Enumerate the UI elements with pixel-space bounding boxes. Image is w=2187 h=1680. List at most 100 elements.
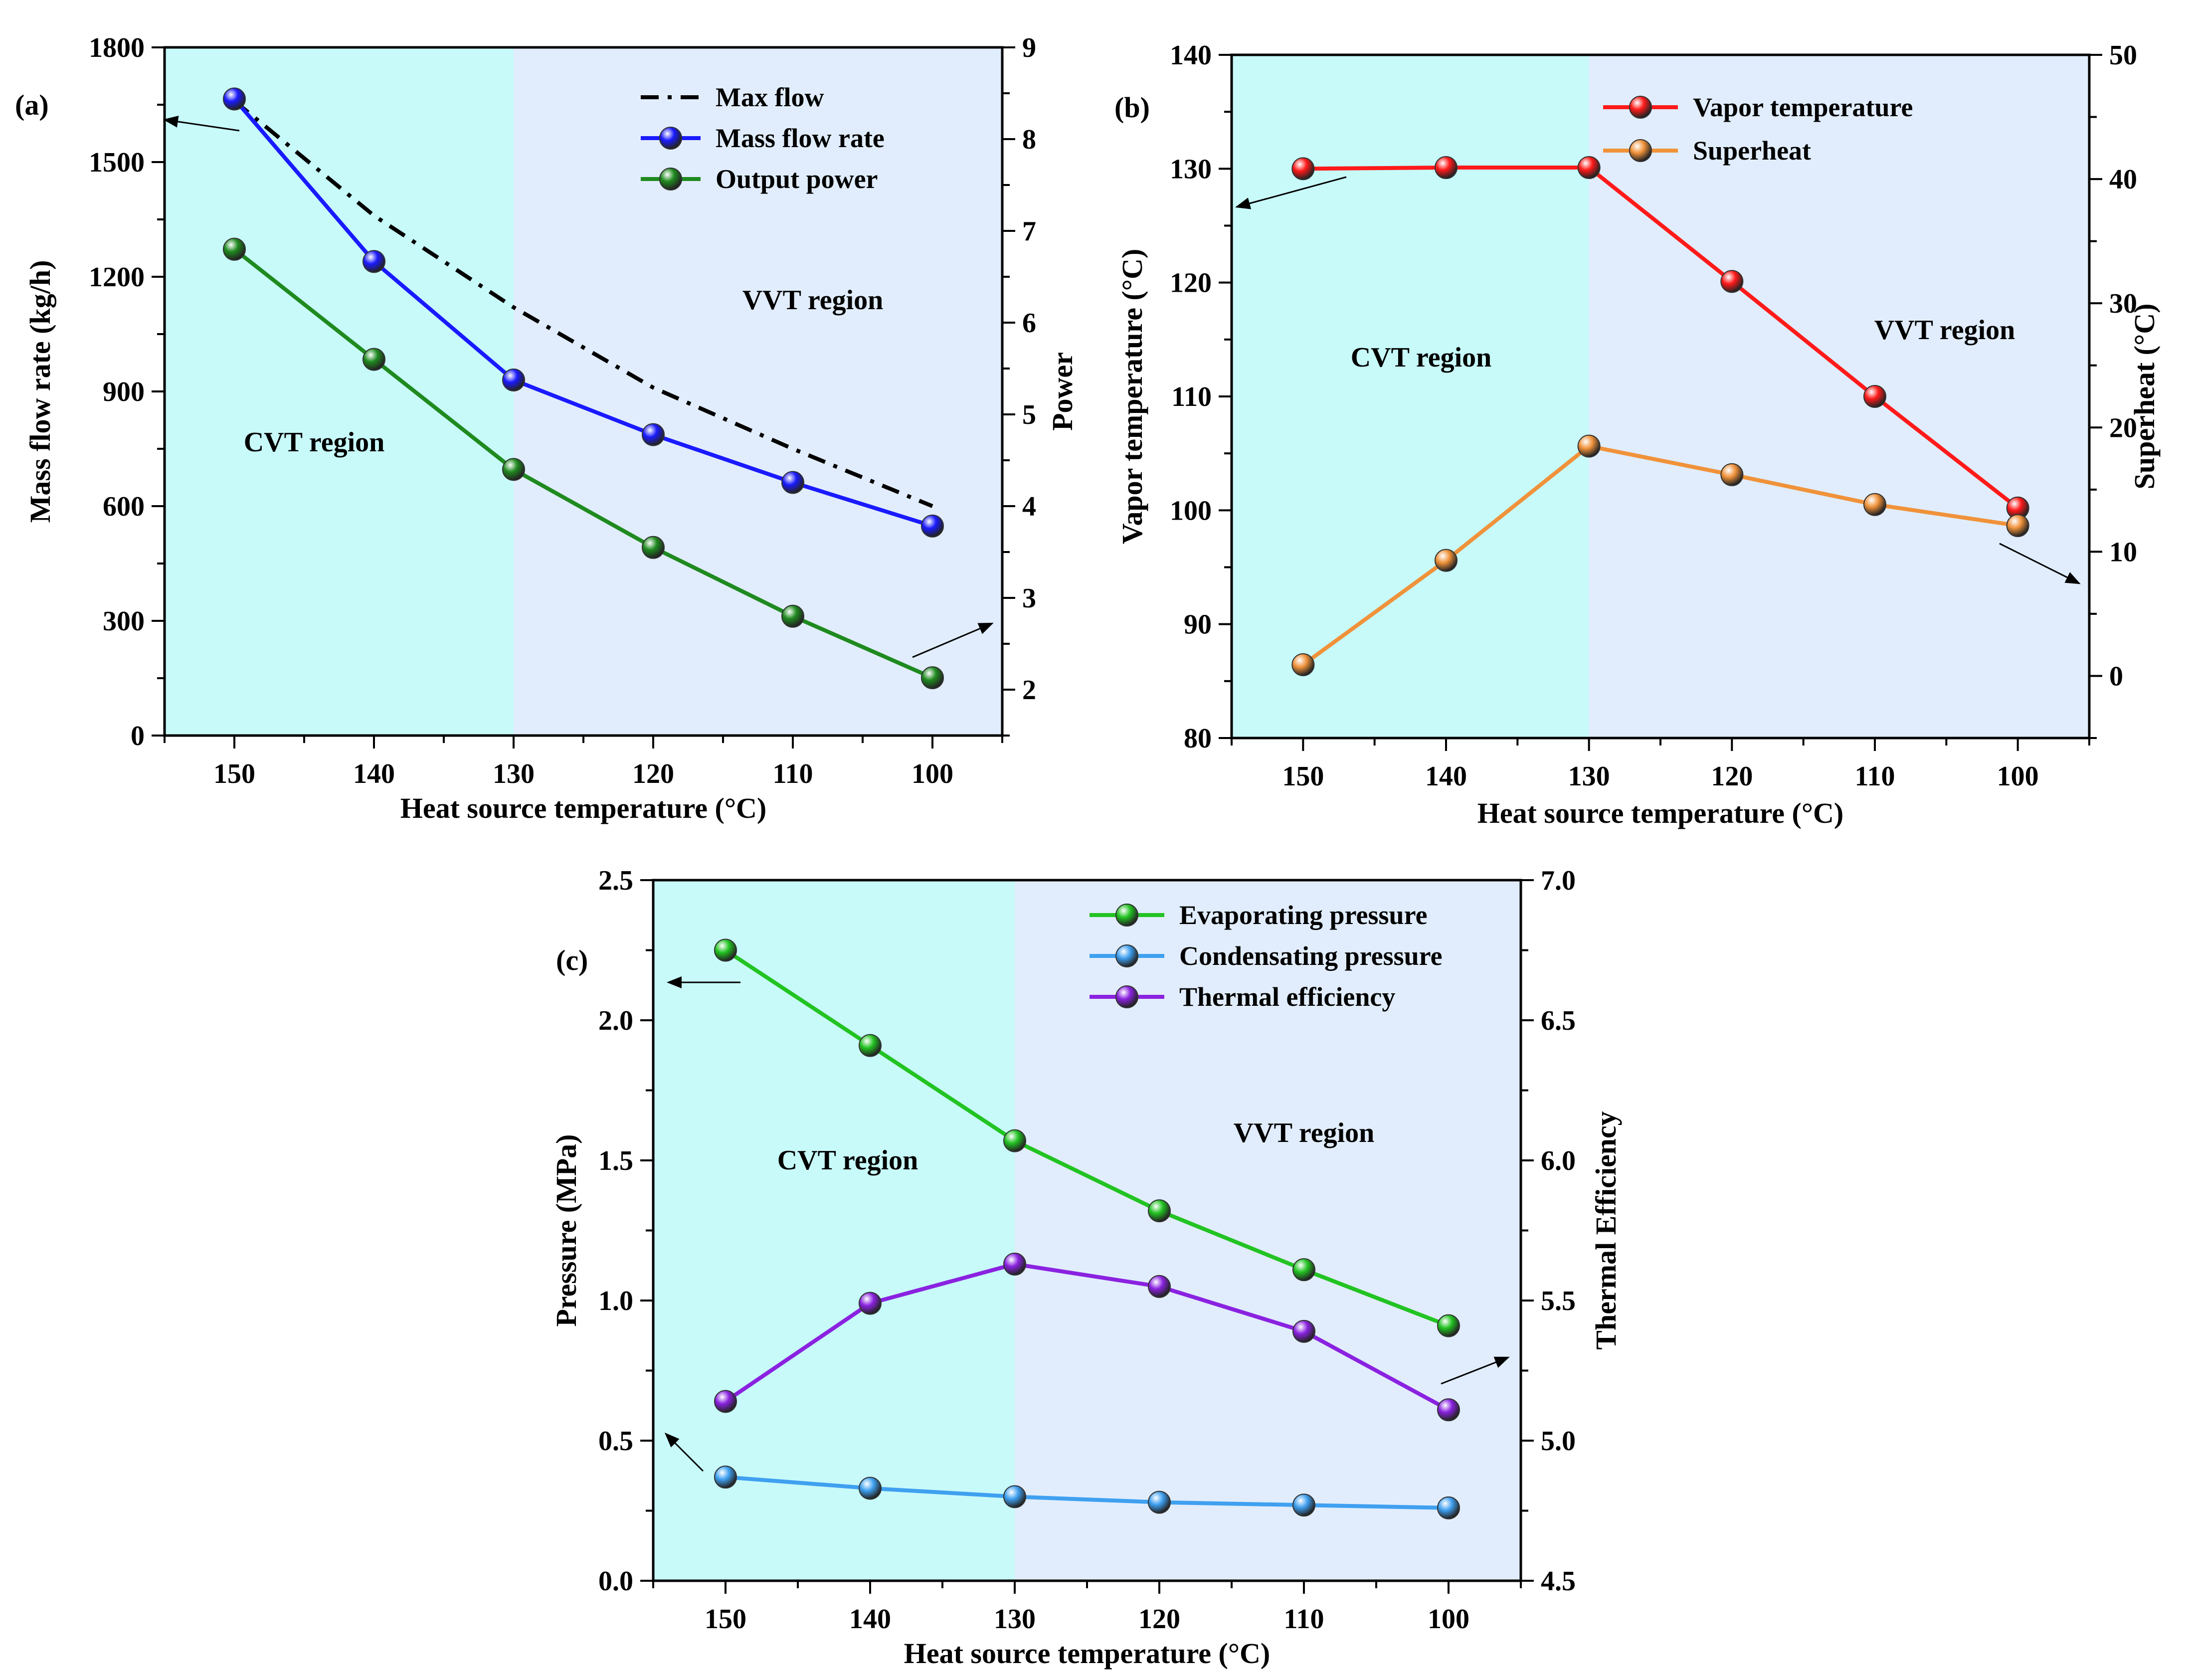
series-line-output-power [233,247,933,680]
y2-tick-label: 5.0 [1541,1426,1576,1457]
y-tick-label: 1200 [89,262,145,293]
x-tick-label: 100 [911,758,953,789]
y-tick-label: 600 [103,491,145,522]
legend-marker [659,168,682,190]
data-point-condensating-pressure [1292,1493,1315,1517]
y-axis-title: Mass flow rate (kg/h) [24,260,56,523]
x-tick-label: 110 [1284,1604,1324,1635]
x-axis-title: Heat source temperature (°C) [1477,797,1844,829]
y2-tick-label: 6.0 [1541,1145,1576,1176]
data-point-thermal-efficiency [859,1292,882,1315]
y2-tick-label: 2 [1022,675,1036,706]
legend-marker [659,127,682,150]
data-point-thermal-efficiency [1003,1252,1026,1276]
data-point-superheat [1577,434,1601,458]
x-tick-label: 100 [1997,761,2039,792]
data-point-mass-flow-rate [223,87,246,111]
axis-indicator-arrow [163,116,240,132]
legend-marker [1115,904,1138,927]
x-tick-label: 150 [213,758,255,789]
legend-marker [1629,139,1652,162]
data-point-output-power [781,604,804,628]
x-tick-label: 140 [1425,761,1467,792]
legend-marker [1629,96,1652,119]
y-tick-label: 1.0 [598,1286,633,1316]
legend-marker [1115,985,1138,1008]
y-tick-label: 130 [1170,154,1212,185]
y-tick-label: 1800 [89,32,145,63]
data-point-evaporating-pressure [1148,1199,1171,1223]
y2-axis-title: Thermal Efficiency [1590,1111,1622,1349]
y-tick-label: 0.5 [598,1426,633,1457]
data-point-mass-flow-rate [363,250,385,273]
legend-label: Mass flow rate [716,123,885,153]
cvt-region-label: CVT region [777,1145,918,1176]
x-tick-label: 110 [773,758,813,789]
y-tick-label: 140 [1170,40,1212,71]
series-line-mass-flow-rate [232,97,933,528]
axis-indicator-arrow [1235,176,1347,209]
y2-tick-label: 4 [1022,491,1036,522]
cvt-region-label: CVT region [244,427,385,458]
data-point-mass-flow-rate [642,423,665,446]
series-line-thermal-efficiency [724,1262,1450,1412]
y2-tick-label: 20 [2109,412,2137,443]
legend-label: Evaporating pressure [1179,900,1428,930]
x-tick-label: 150 [705,1604,746,1635]
data-point-mass-flow-rate [502,369,525,391]
series-line-max-flow [233,99,933,508]
series-line-condensating-pressure [725,1475,1449,1510]
y2-tick-label: 3 [1022,583,1036,614]
axis-indicator-arrow [912,622,994,658]
y2-tick-label: 7 [1022,216,1036,247]
y2-tick-label: 7.0 [1541,865,1576,896]
y2-tick-label: 9 [1022,32,1036,63]
data-point-condensating-pressure [714,1466,737,1489]
y-tick-label: 90 [1184,609,1212,640]
y-tick-label: 2.5 [598,865,633,896]
series-line-evaporating-pressure [724,948,1450,1328]
series-line-superheat [1301,444,2018,667]
data-point-output-power [642,536,665,559]
data-point-superheat [1720,463,1744,486]
y2-tick-label: 4.5 [1541,1566,1576,1597]
data-point-thermal-efficiency [1292,1319,1315,1343]
y-axis-title: Vapor temperature (°C) [1116,249,1148,544]
y-tick-label: 2.0 [598,1005,633,1036]
axis-indicator-arrow [664,1432,704,1472]
data-point-thermal-efficiency [1148,1275,1171,1298]
data-point-evaporating-pressure [859,1034,882,1057]
data-point-condensating-pressure [1148,1491,1171,1514]
x-tick-label: 140 [849,1604,891,1635]
data-point-mass-flow-rate [781,471,804,494]
axis-indicator-arrow [1999,543,2081,584]
charts-root: CVT region VVT region 150 140 130 120 110 100 0 3… [15,32,2161,1670]
legend-label: Condensating pressure [1179,941,1443,971]
x-tick-label: 120 [1138,1604,1180,1635]
vvt-region-label: VVT region [742,285,884,316]
legend-label: Vapor temperature [1693,92,1913,122]
y-tick-label: 110 [1171,381,1212,412]
y-axis-title: Pressure (MPa) [550,1134,582,1326]
cvt-region-background [1232,55,1589,738]
data-point-vapor-temperature [1435,156,1458,180]
data-point-evaporating-pressure [714,938,737,962]
data-point-output-power [223,237,246,261]
x-tick-label: 130 [1568,761,1610,792]
data-point-superheat [1435,549,1458,572]
panel-label: (b) [1114,91,1150,124]
y-tick-label: 120 [1170,268,1212,299]
x-tick-label: 130 [493,758,535,789]
vvt-region-background [1589,55,2089,738]
legend-label: Thermal efficiency [1179,982,1395,1012]
data-point-superheat [1291,653,1315,677]
data-point-condensating-pressure [1437,1496,1460,1519]
data-point-mass-flow-rate [921,514,944,538]
data-point-vapor-temperature [1291,157,1315,181]
y2-axis-title: Superheat (°C) [2128,304,2161,490]
y2-tick-label: 6 [1022,308,1036,339]
y-tick-label: 1500 [89,147,145,178]
y-tick-label: 0 [131,721,145,751]
legend-label: Output power [716,164,878,194]
x-tick-label: 140 [353,758,395,789]
